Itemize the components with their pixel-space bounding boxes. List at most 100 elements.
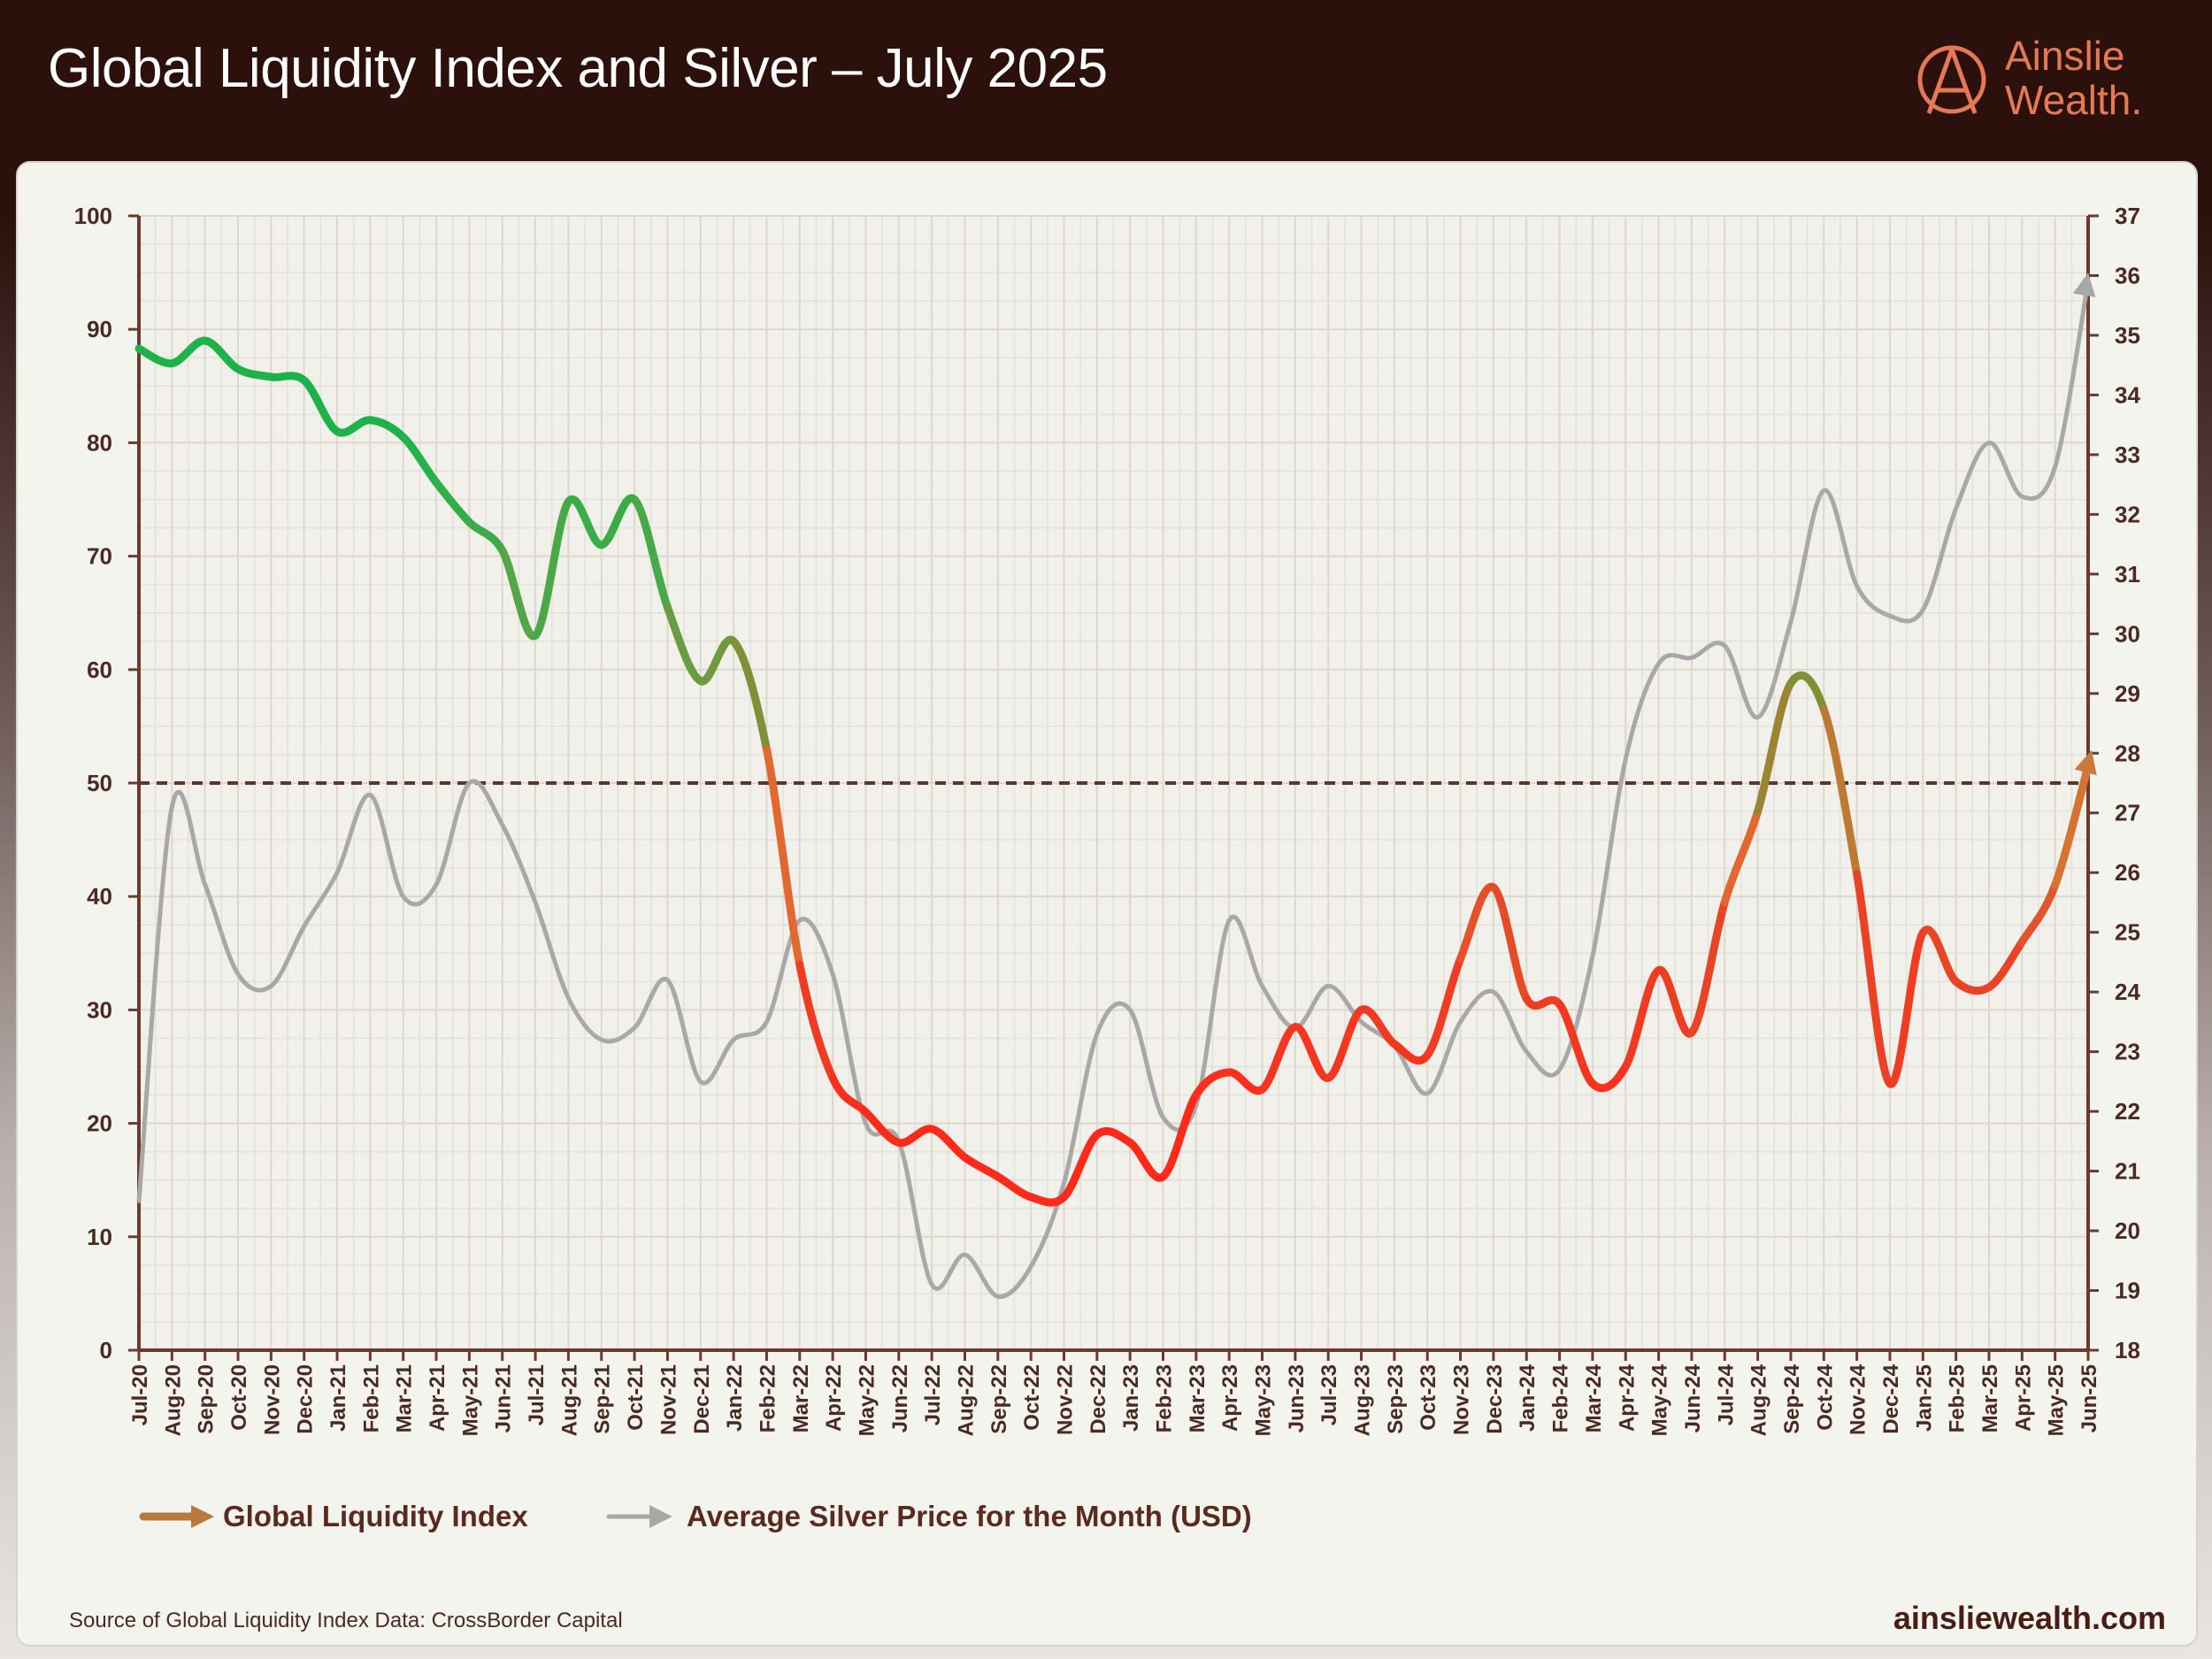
y-left-tick-label: 60: [87, 657, 112, 683]
x-tick-label: Jun-25: [2078, 1364, 2101, 1432]
y-right-tick-label: 22: [2115, 1098, 2140, 1125]
gli-segment: [663, 603, 705, 686]
x-tick-label: Oct-24: [1813, 1363, 1837, 1430]
gli-segment: [1522, 995, 1564, 1010]
silver-series: [136, 273, 2096, 1299]
gli-segment: [1621, 966, 1663, 1071]
x-tick-label: Oct-21: [624, 1364, 648, 1431]
x-tick-label: Apr-22: [822, 1364, 846, 1432]
x-tick-label: Nov-21: [657, 1364, 680, 1435]
x-tick-label: May-23: [1252, 1364, 1276, 1436]
gli-segment: [399, 433, 441, 487]
x-tick-label: Jul-24: [1714, 1363, 1738, 1425]
y-left-tick-label: 30: [87, 996, 112, 1023]
x-tick-label: Feb-21: [359, 1364, 383, 1432]
y-left-tick-label: 80: [87, 429, 112, 456]
x-tick-label: Mar-25: [1978, 1364, 2002, 1432]
x-tick-label: Dec-24: [1879, 1363, 1903, 1433]
gli-segment: [1819, 705, 1862, 879]
y-right-tick-label: 21: [2115, 1158, 2140, 1185]
x-tick-label: Jul-22: [921, 1364, 945, 1425]
axes: 0 10 20 30 40 50 60 70 80 90 100 18 19 20 21 22 23 24 25 26…: [74, 203, 2141, 1436]
x-tick-label: Apr-23: [1218, 1364, 1242, 1432]
x-tick-label: Jun-23: [1285, 1364, 1309, 1432]
x-tick-label: Jan-24: [1516, 1363, 1540, 1432]
gli-segment: [1489, 883, 1531, 1003]
x-tick-label: Aug-21: [557, 1364, 581, 1436]
y-left-tick-label: 50: [87, 770, 112, 796]
header: Global Liquidity Index and Silver – July…: [0, 0, 2212, 159]
y-right-tick-label: 30: [2115, 620, 2140, 647]
y-right-tick-label: 34: [2115, 381, 2140, 408]
x-tick-label: Jan-21: [326, 1364, 350, 1432]
ainslie-wealth-logo[interactable]: Ainslie Wealth.: [1909, 34, 2166, 131]
x-tick-label: Apr-25: [2011, 1364, 2035, 1432]
x-tick-label: May-25: [2045, 1364, 2069, 1436]
x-tick-label: Mar-23: [1186, 1364, 1210, 1432]
x-tick-label: Sep-22: [987, 1364, 1011, 1434]
x-tick-label: Jun-22: [888, 1364, 912, 1432]
x-tick-label: Nov-23: [1450, 1364, 1474, 1435]
gli-segment: [531, 497, 572, 640]
chart: 0 10 20 30 40 50 60 70 80 90 100 18 19 20 21 22 23 24 25 26…: [74, 203, 2141, 1532]
gli-segment: [1555, 1000, 1597, 1088]
y-right-tick-label: 37: [2115, 203, 2140, 229]
y-right-tick-label: 27: [2115, 800, 2140, 826]
legend: Global Liquidity Index Average Silver Pri…: [139, 1500, 1252, 1532]
gli-segment: [465, 518, 507, 555]
x-tick-label: Jul-23: [1317, 1364, 1341, 1425]
gli-segment: [1918, 926, 1961, 986]
page-title: Global Liquidity Index and Silver – July…: [48, 38, 1108, 99]
x-tick-label: Aug-24: [1747, 1363, 1771, 1436]
website-link[interactable]: ainsliewealth.com: [1893, 1600, 2166, 1636]
x-tick-label: Jan-22: [723, 1364, 747, 1432]
x-tick-label: Mar-24: [1582, 1363, 1606, 1432]
legend-silver-arrow-icon: [649, 1505, 672, 1528]
gli-segment: [300, 376, 342, 436]
y-right-tick-label: 20: [2115, 1217, 2140, 1244]
x-tick-label: Nov-22: [1053, 1364, 1077, 1435]
x-tick-label: Jun-24: [1681, 1363, 1705, 1432]
gli-segment: [1985, 937, 2026, 992]
x-tick-label: Sep-20: [195, 1364, 219, 1434]
x-tick-label: Dec-23: [1483, 1364, 1507, 1434]
logo-line-2: Wealth.: [2005, 78, 2142, 122]
gli-segment: [1853, 870, 1894, 1088]
x-tick-label: Nov-20: [260, 1364, 284, 1435]
logo-dot: .: [2131, 77, 2143, 123]
x-tick-label: Feb-22: [756, 1364, 780, 1432]
gli-segment: [1357, 1005, 1399, 1048]
gli-segment: [1754, 679, 1795, 816]
ainslie-a-logo-icon: [1917, 45, 1986, 114]
gli-segment: [266, 372, 309, 385]
y-right-tick-label: 36: [2115, 262, 2140, 288]
y-left-tick-label: 100: [74, 203, 112, 229]
y-right-tick-label: 19: [2115, 1278, 2140, 1304]
source-note: Source of Global Liquidity Index Data: C…: [69, 1609, 623, 1632]
x-tick-label: Jun-21: [492, 1364, 516, 1432]
x-tick-label: Dec-21: [690, 1364, 714, 1434]
x-tick-label: Dec-20: [294, 1364, 318, 1434]
gli-segment: [1588, 1063, 1630, 1093]
gli-segment: [795, 960, 837, 1082]
x-tick-label: Aug-20: [161, 1364, 185, 1436]
gli-segment: [630, 495, 672, 611]
y-right-tick-label: 24: [2115, 979, 2140, 1005]
gli-segment: [1324, 1005, 1366, 1082]
x-tick-label: Jan-25: [1912, 1364, 1936, 1432]
x-tick-label: Dec-22: [1087, 1364, 1110, 1434]
logo-line-2-text: Wealth: [2005, 77, 2131, 123]
x-tick-label: May-21: [458, 1364, 482, 1436]
gli-segment: [1423, 955, 1465, 1060]
y-right-tick-label: 33: [2115, 442, 2140, 468]
x-tick-label: May-24: [1648, 1363, 1672, 1436]
x-tick-label: Jul-21: [525, 1364, 549, 1425]
y-right-tick-label: 28: [2115, 740, 2140, 766]
x-tick-label: Nov-24: [1847, 1363, 1870, 1435]
y-right-tick-label: 31: [2115, 561, 2140, 588]
silver-arrowhead: [2072, 273, 2096, 298]
y-left-tick-label: 40: [87, 883, 112, 910]
y-left-tick-label: 90: [87, 316, 112, 342]
gli-segment: [432, 478, 473, 526]
gli-segment: [1886, 928, 1927, 1088]
